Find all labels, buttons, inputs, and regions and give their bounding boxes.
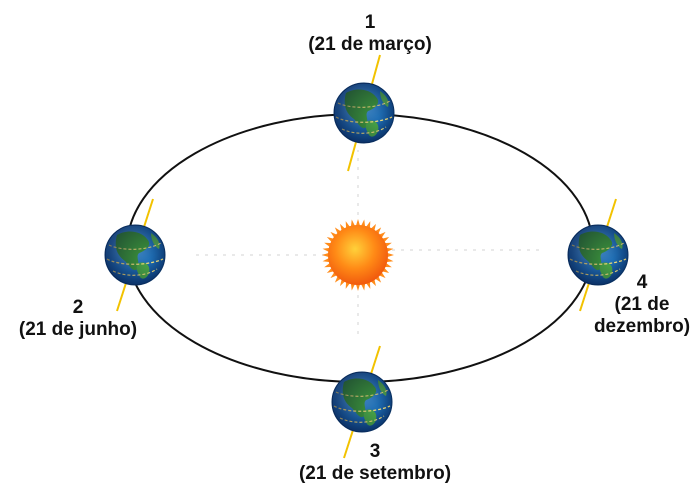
position-4-label: 4 (21 de dezembro) <box>588 272 696 338</box>
position-1-date: (21 de março) <box>308 34 432 55</box>
earth-globe-icon <box>567 198 629 312</box>
position-2-number: 2 <box>72 297 84 318</box>
position-4-date-line2: dezembro) <box>593 316 691 337</box>
position-1-label: 1 (21 de março) <box>300 12 440 56</box>
position-3-label: 3 (21 de setembro) <box>290 441 460 485</box>
earth-globe-icon <box>333 54 395 172</box>
position-4-number: 4 <box>636 272 648 293</box>
earth-globe-icon <box>104 198 166 312</box>
position-3-date: (21 de setembro) <box>298 463 452 484</box>
position-2-date: (21 de junho) <box>18 319 138 340</box>
light-rays <box>195 150 545 340</box>
position-3-number: 3 <box>369 441 381 462</box>
position-2-label: 2 (21 de junho) <box>6 297 150 341</box>
earth-globe-icon <box>331 345 393 459</box>
position-4-date-line1: (21 de <box>614 294 670 315</box>
sun-icon <box>322 219 394 291</box>
position-1-number: 1 <box>364 12 376 33</box>
